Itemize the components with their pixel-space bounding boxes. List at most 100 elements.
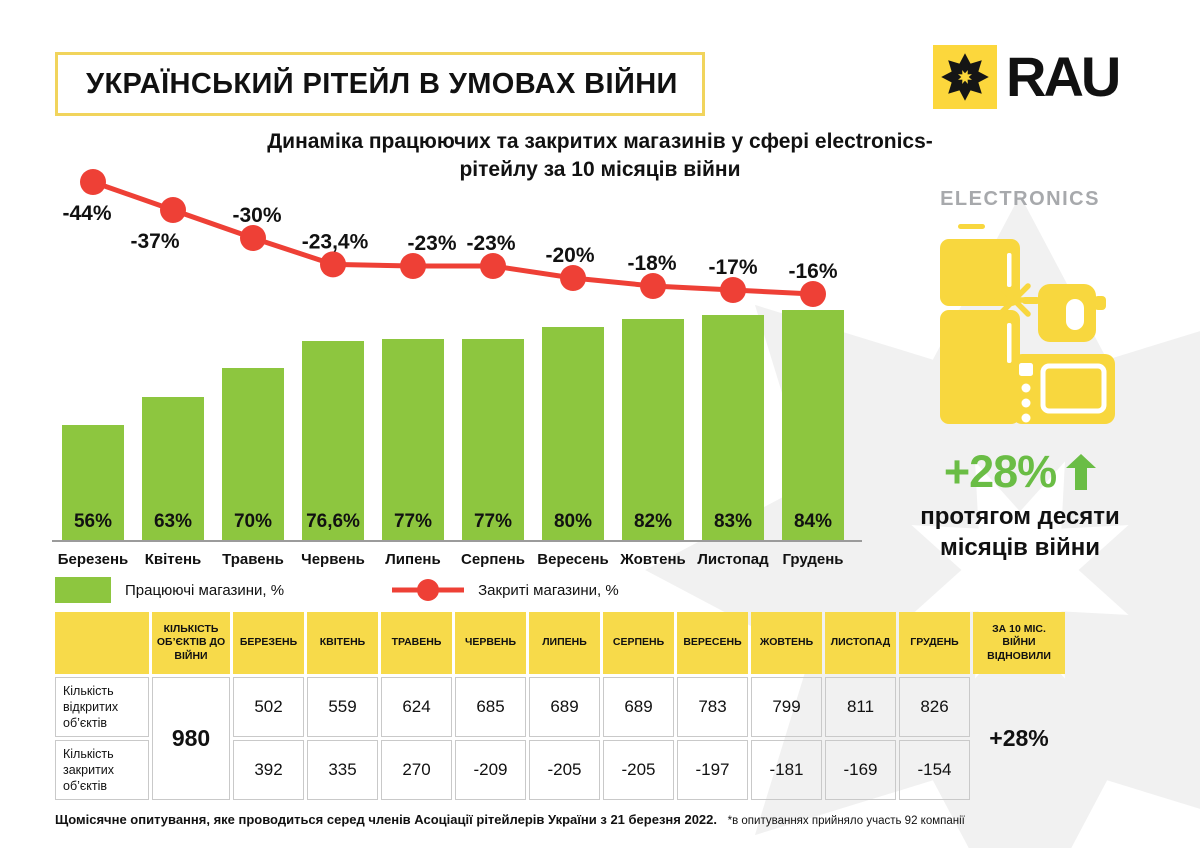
chart-legend: Працюючі магазини, % Закриті магазини, % bbox=[55, 576, 619, 604]
table-cell-open: 783 bbox=[677, 677, 748, 737]
line-point bbox=[640, 273, 666, 299]
bar-value-label: 77% bbox=[473, 511, 513, 532]
table-cell-closed: -181 bbox=[751, 740, 822, 800]
table-cell-closed: -205 bbox=[529, 740, 600, 800]
microwave-icon bbox=[1012, 354, 1115, 424]
table-header-before-war: КІЛЬКІСТЬ ОБ’ЄКТІВ ДО ВІЙНИ bbox=[152, 612, 230, 674]
hand-mixer-icon bbox=[994, 283, 1106, 342]
table-header-month: БЕРЕЗЕНЬ bbox=[233, 612, 304, 674]
table-header-month: ЧЕРВЕНЬ bbox=[455, 612, 526, 674]
table-header-month: ГРУДЕНЬ bbox=[899, 612, 970, 674]
data-table: КІЛЬКІСТЬ ОБ’ЄКТІВ ДО ВІЙНИ БЕРЕЗЕНЬ КВІТЕ… bbox=[55, 612, 1065, 800]
month-label: Червень bbox=[301, 551, 365, 568]
table-cell-open: 689 bbox=[529, 677, 600, 737]
line-value-label: -23% bbox=[407, 232, 456, 255]
chart-title: Динаміка працюючих та закритих магазинів… bbox=[267, 130, 933, 181]
table-cell-closed: -197 bbox=[677, 740, 748, 800]
table-cell-open: 811 bbox=[825, 677, 896, 737]
bar-value-label: 56% bbox=[73, 511, 113, 532]
month-label: Грудень bbox=[782, 551, 844, 568]
bar-value-label: 83% bbox=[713, 511, 753, 532]
line-value-label: -30% bbox=[232, 204, 281, 227]
table-before-war-value: 980 bbox=[152, 677, 230, 800]
bar-value-label: 84% bbox=[793, 511, 833, 532]
legend-line-label: Закриті магазини, % bbox=[478, 581, 619, 599]
bar: 83% bbox=[702, 314, 764, 540]
logo-text: RAU bbox=[1006, 45, 1121, 108]
accent-dash-icon bbox=[958, 224, 985, 229]
table-cell-closed: 270 bbox=[381, 740, 452, 800]
legend-bar-label: Працюючі магазини, % bbox=[125, 581, 285, 599]
line-value-label: -20% bbox=[545, 244, 594, 267]
category-label: ELECTRONICS bbox=[940, 188, 1100, 210]
line-point bbox=[560, 265, 586, 291]
fridge-icon bbox=[940, 239, 1020, 424]
bar: 70% bbox=[222, 367, 284, 540]
bar: 84% bbox=[782, 310, 844, 540]
footer-note: *в опитуваннях прийняло участь 92 компан… bbox=[727, 815, 965, 827]
rau-star-icon bbox=[933, 45, 997, 109]
line-point bbox=[800, 281, 826, 307]
growth-block: +28% протягом десяти місяців війни bbox=[900, 446, 1140, 563]
table-cell-open: 559 bbox=[307, 677, 378, 737]
line-value-label: -44% bbox=[62, 202, 111, 225]
chart-area: 56% 63% 70% 76,6% 77% 77% 80% 82% 83% 84% Березен… bbox=[52, 150, 862, 606]
month-label: Серпень bbox=[460, 551, 526, 568]
page-title-box: УКРАЇНСЬКИЙ РІТЕЙЛ В УМОВАХ ВІЙНИ bbox=[55, 52, 705, 116]
bar: 82% bbox=[622, 318, 684, 540]
line-value-label: -16% bbox=[788, 260, 837, 283]
line-value-label: -18% bbox=[627, 252, 676, 275]
table-row-label: Кількість відкритих об’єктів bbox=[55, 677, 149, 737]
footer: Щомісячне опитування, яке проводиться се… bbox=[55, 812, 965, 827]
table-cell-closed: 392 bbox=[233, 740, 304, 800]
month-label: Травень bbox=[222, 551, 284, 568]
line-point bbox=[240, 225, 266, 251]
line-value-label: -37% bbox=[130, 230, 179, 253]
month-label: Липень bbox=[385, 551, 441, 568]
table-cell-closed: -154 bbox=[899, 740, 970, 800]
table-header-month: ТРАВЕНЬ bbox=[381, 612, 452, 674]
growth-value: +28% bbox=[943, 446, 1057, 497]
line-point bbox=[720, 277, 746, 303]
bar: 77% bbox=[462, 339, 524, 540]
x-axis-line bbox=[52, 540, 862, 542]
legend-line-swatch bbox=[392, 579, 465, 601]
month-label: Жовтень bbox=[620, 551, 686, 568]
appliances-icons bbox=[930, 224, 1125, 434]
bar: 56% bbox=[62, 425, 124, 540]
bar-value-label: 77% bbox=[393, 511, 433, 532]
bar-value-label: 80% bbox=[553, 511, 593, 532]
table-cell-open: 685 bbox=[455, 677, 526, 737]
line-point bbox=[320, 251, 346, 278]
table-cell-open: 689 bbox=[603, 677, 674, 737]
table-row-label: Кількість закритих об’єктів bbox=[55, 740, 149, 800]
table-corner-header bbox=[55, 612, 149, 674]
month-label: Квітень bbox=[144, 551, 202, 568]
month-label: Березень bbox=[57, 551, 129, 568]
line-value-label: -17% bbox=[708, 256, 757, 279]
table-cell-open: 826 bbox=[899, 677, 970, 737]
table-cell-closed: -169 bbox=[825, 740, 896, 800]
bar-value-label: 63% bbox=[153, 511, 193, 532]
page-title: УКРАЇНСЬКИЙ РІТЕЙЛ В УМОВАХ ВІЙНИ bbox=[86, 67, 678, 100]
table-cell-closed: -209 bbox=[455, 740, 526, 800]
table-header-month: ВЕРЕСЕНЬ bbox=[677, 612, 748, 674]
table-header-month: КВІТЕНЬ bbox=[307, 612, 378, 674]
table-header-month: ЛИСТОПАД bbox=[825, 612, 896, 674]
table-cell-open: 624 bbox=[381, 677, 452, 737]
table-cell-open: 799 bbox=[751, 677, 822, 737]
line-point bbox=[80, 169, 106, 195]
table-cell-open: 502 bbox=[233, 677, 304, 737]
rau-logo: RAU bbox=[933, 45, 1121, 109]
bar: 63% bbox=[142, 396, 204, 540]
x-axis-labels: Березень Квітень Травень Червень Липень Серпе… bbox=[57, 551, 844, 568]
bar: 77% bbox=[382, 339, 444, 540]
table-total-value: +28% bbox=[989, 725, 1049, 751]
bar-series: 56% 63% 70% 76,6% 77% 77% 80% 82% 83% 84% bbox=[62, 310, 844, 540]
arrow-up-icon bbox=[1066, 454, 1097, 490]
month-label: Вересень bbox=[537, 551, 609, 568]
table-header-month: СЕРПЕНЬ bbox=[603, 612, 674, 674]
line-value-label: -23,4% bbox=[302, 230, 369, 253]
bar-value-label: 76,6% bbox=[306, 511, 360, 532]
